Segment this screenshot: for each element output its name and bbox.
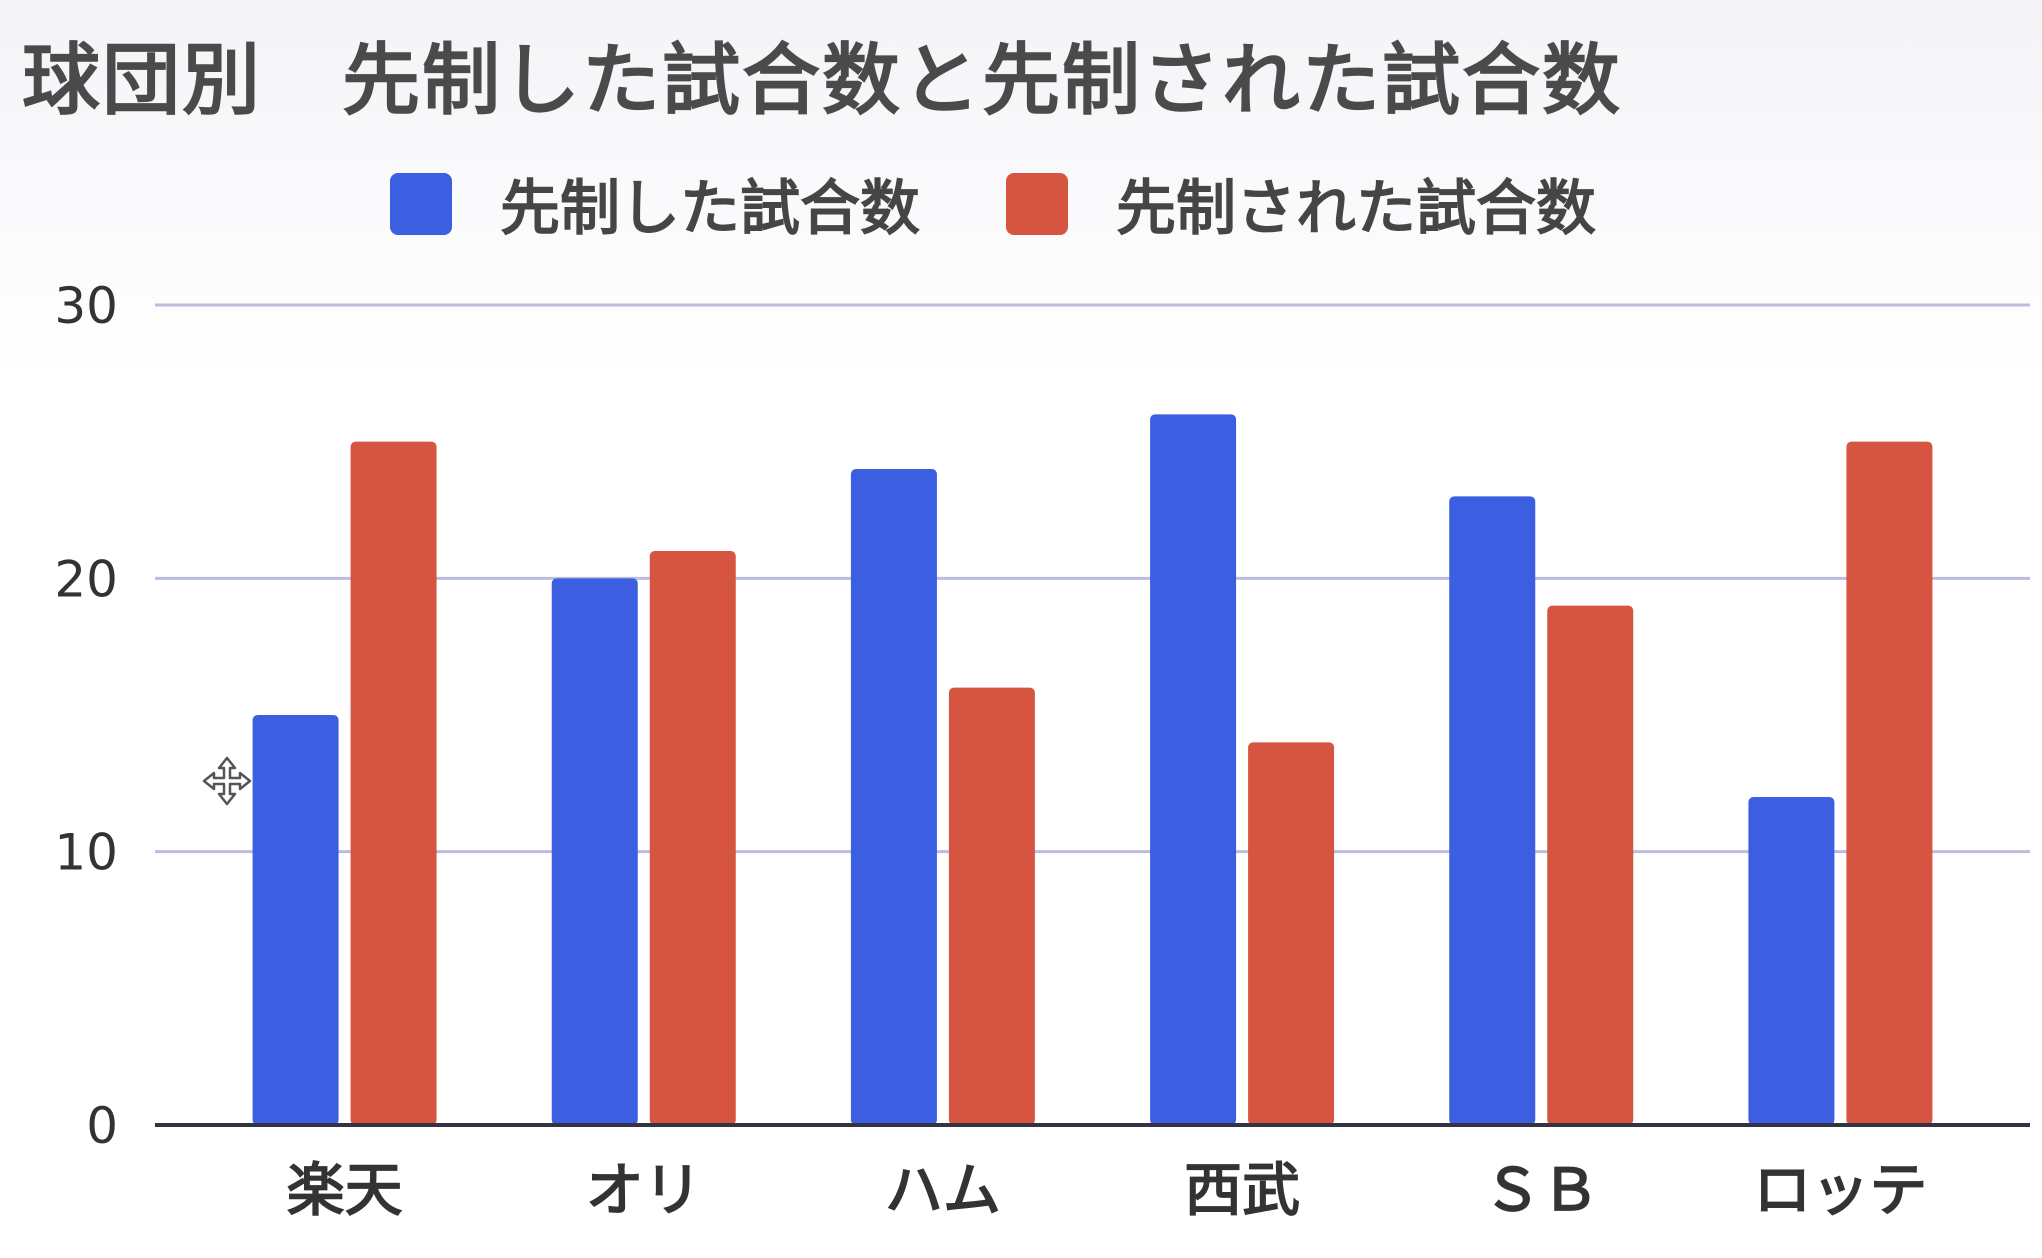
x-category-label-1: 楽天 [287, 1156, 403, 1224]
chart-title: 球団別 先制した試合数と先制された試合数 [22, 36, 1623, 126]
bar-1-3[interactable] [850, 469, 937, 1125]
x-category-label-4: 西武 [1184, 1156, 1300, 1224]
bar-2-6[interactable] [1846, 441, 1933, 1126]
legend-item-series-2[interactable]: 先制された試合数 [1006, 160, 1596, 247]
x-category-label-3: ハム [885, 1156, 1001, 1224]
bar-2-5[interactable] [1547, 605, 1634, 1125]
legend-swatch-series-1 [390, 172, 452, 235]
bar-2-4[interactable] [1248, 742, 1335, 1125]
y-tick-label-10: 10 [54, 824, 118, 882]
y-tick-label-0: 0 [86, 1097, 118, 1155]
bar-2-3[interactable] [948, 687, 1035, 1125]
legend-swatch-series-2 [1006, 172, 1068, 235]
bar-1-4[interactable] [1150, 414, 1237, 1125]
legend-label-series-1: 先制した試合数 [500, 174, 920, 244]
bar-1-1[interactable] [252, 715, 339, 1125]
x-category-label-2: オリ [586, 1156, 702, 1224]
bar-1-5[interactable] [1449, 496, 1536, 1125]
legend: 先制した試合数 先制された試合数 [390, 160, 1682, 247]
y-tick-label-30: 30 [54, 277, 118, 335]
legend-label-series-2: 先制された試合数 [1116, 174, 1596, 244]
y-tick-label-20: 20 [54, 550, 118, 608]
legend-item-series-1[interactable]: 先制した試合数 [390, 160, 920, 247]
x-category-label-5: ＳＢ [1483, 1156, 1599, 1224]
bar-1-6[interactable] [1748, 797, 1835, 1125]
x-category-label-6: ロッテ [1753, 1156, 1927, 1224]
move-cursor-icon [202, 756, 252, 806]
bar-2-2[interactable] [649, 551, 736, 1125]
bar-2-1[interactable] [350, 441, 437, 1126]
bar-1-2[interactable] [551, 578, 638, 1125]
